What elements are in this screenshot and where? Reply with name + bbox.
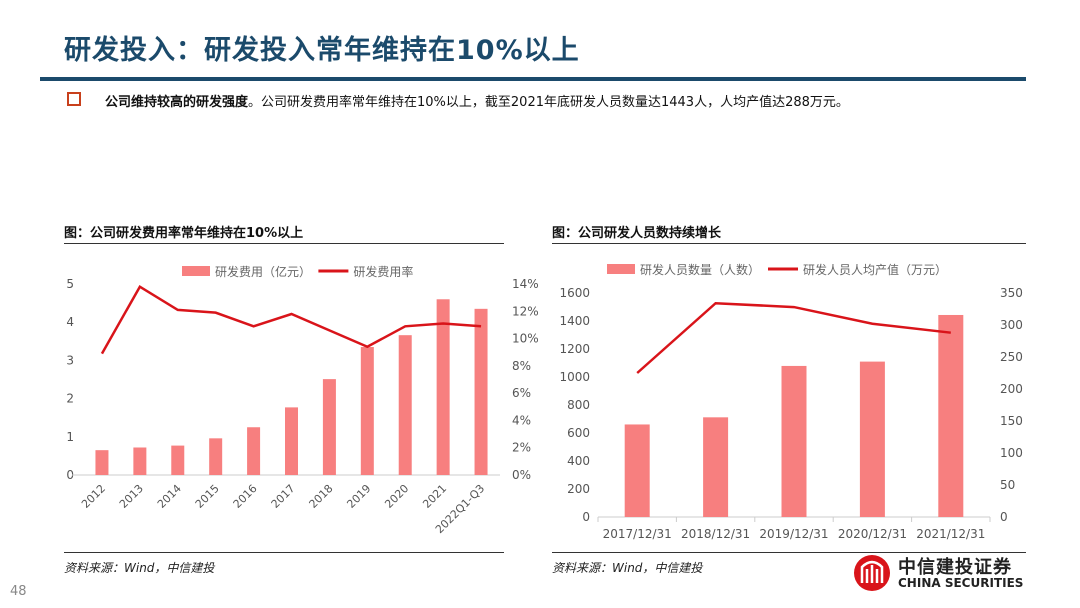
chart1-top-rule [64, 243, 504, 244]
summary-bold: 公司维持较高的研发强度 [105, 95, 249, 110]
c2-bar-2019/12/31 [781, 365, 807, 517]
c2-legend-line-label: 研发人员人均产值（万元） [803, 262, 947, 277]
c1-x-tick: 2018 [307, 482, 336, 511]
c1-bar-2016 [247, 427, 261, 475]
chart2-source: 资料来源：Wind，中信建投 [552, 561, 703, 575]
c1-bar-2012 [95, 450, 109, 475]
c2-legend-bar-label: 研发人员数量（人数） [640, 262, 760, 277]
c1-y2-tick: 8% [512, 359, 531, 373]
c1-x-tick: 2014 [155, 482, 184, 511]
c1-x-tick: 2016 [231, 482, 260, 511]
c1-x-tick: 2012 [79, 482, 108, 511]
c1-y2-tick: 10% [512, 332, 539, 346]
c1-y2-tick: 0% [512, 468, 531, 482]
c2-x-tick: 2018/12/31 [681, 527, 750, 541]
c2-bar-2017/12/31 [624, 424, 650, 517]
c2-bar-2021/12/31 [938, 314, 964, 517]
c1-y2-tick: 6% [512, 386, 531, 400]
title-divider [40, 77, 1026, 81]
c2-y2-tick: 150 [1000, 414, 1023, 428]
c2-bar-2018/12/31 [703, 417, 729, 517]
chart2-title: 图：公司研发人员数持续增长 [552, 226, 722, 241]
c1-legend-line-label: 研发费用率 [353, 264, 413, 279]
chart2-top-rule [552, 243, 1026, 244]
c1-y-tick: 0 [66, 468, 74, 482]
chart1-title: 图：公司研发费用率常年维持在10%以上 [64, 226, 304, 241]
chart1-bottom-rule [64, 552, 504, 553]
c1-bar-2020 [398, 335, 412, 475]
c2-line-series [636, 301, 951, 374]
c2-y-tick: 400 [567, 454, 590, 468]
c1-y-tick: 5 [66, 277, 74, 291]
c1-bar-2018 [322, 379, 336, 475]
c2-y-tick: 600 [567, 426, 590, 440]
c2-y-tick: 0 [582, 510, 590, 524]
c2-y-tick: 1600 [559, 286, 590, 300]
c1-y2-tick: 4% [512, 413, 531, 427]
c1-bar-2015 [209, 438, 223, 475]
c1-y2-tick: 14% [512, 277, 539, 291]
summary-body: 。公司研发费用率常年维持在10%以上，截至2021年底研发人员数量达1443人，… [248, 95, 849, 110]
c1-bar-2021 [436, 299, 450, 475]
chart2-bottom-rule [552, 552, 1026, 553]
logo-en: CHINA SECURITIES [898, 576, 1024, 590]
c1-bar-2014 [171, 445, 185, 475]
c2-y2-tick: 300 [1000, 318, 1023, 332]
c2-y2-tick: 250 [1000, 350, 1023, 364]
c2-x-tick: 2020/12/31 [838, 527, 907, 541]
c2-y-tick: 800 [567, 398, 590, 412]
c2-x-tick: 2017/12/31 [603, 527, 672, 541]
c2-y-tick: 1200 [559, 342, 590, 356]
c1-x-tick: 2019 [344, 482, 373, 511]
c1-x-tick: 2015 [193, 482, 222, 511]
c2-bar-2020/12/31 [859, 361, 885, 517]
bullet-square-icon [67, 92, 81, 106]
c1-bar-2019 [360, 347, 374, 475]
page-number: 48 [10, 584, 27, 599]
c1-x-tick: 2020 [382, 482, 411, 511]
c1-bar-2017 [285, 407, 298, 475]
c1-x-tick: 2017 [269, 482, 298, 511]
c1-bar-2022Q1-Q3 [474, 308, 488, 475]
c1-y-tick: 3 [66, 353, 74, 367]
c2-y2-tick: 200 [1000, 382, 1023, 396]
c2-y2-tick: 350 [1000, 286, 1023, 300]
summary-text: 公司维持较高的研发强度。公司研发费用率常年维持在10%以上，截至2021年底研发… [105, 91, 849, 110]
c2-y2-tick: 0 [1000, 510, 1008, 524]
c1-line-series [100, 284, 482, 355]
c1-x-tick: 2021 [420, 482, 449, 511]
chart1-source: 资料来源：Wind，中信建投 [64, 561, 215, 575]
c1-x-tick: 2013 [117, 482, 146, 511]
c1-y-tick: 1 [66, 430, 74, 444]
citic-logo-icon [854, 555, 890, 591]
c2-y2-tick: 50 [1000, 478, 1015, 492]
c2-x-tick: 2019/12/31 [759, 527, 828, 541]
c2-y-tick: 1000 [559, 370, 590, 384]
c2-legend-bar-swatch [607, 264, 635, 274]
logo-cn: 中信建投证券 [898, 557, 1012, 578]
c1-y-tick: 4 [66, 315, 74, 329]
page-title: 研发投入：研发投入常年维持在10%以上 [64, 35, 580, 66]
c2-y-tick: 1400 [559, 314, 590, 328]
c1-legend-bar-label: 研发费用（亿元） [215, 264, 311, 279]
c1-legend-bar-swatch [182, 266, 210, 276]
c1-y2-tick: 2% [512, 441, 531, 455]
c2-x-tick: 2021/12/31 [916, 527, 985, 541]
c2-y-tick: 200 [567, 482, 590, 496]
c1-y-tick: 2 [66, 392, 74, 406]
c1-y2-tick: 12% [512, 304, 539, 318]
c2-y2-tick: 100 [1000, 446, 1023, 460]
c1-bar-2013 [133, 447, 147, 475]
